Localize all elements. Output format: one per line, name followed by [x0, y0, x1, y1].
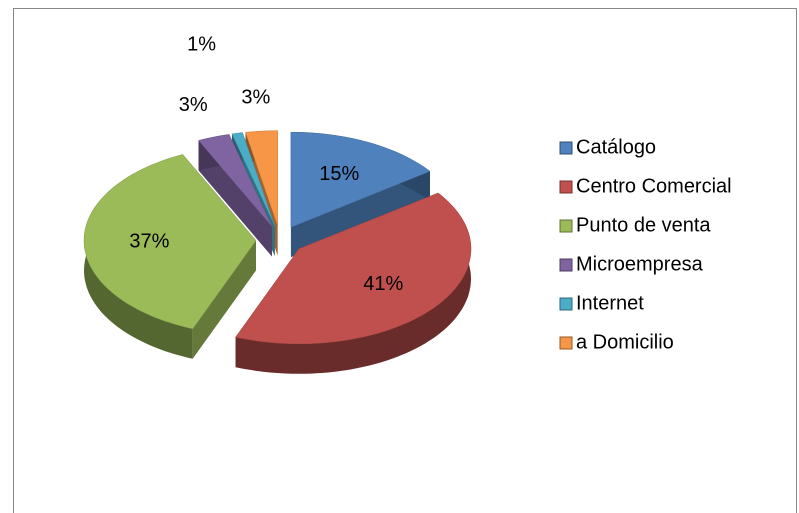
legend-swatch: [559, 180, 573, 194]
data-label: 1%: [187, 33, 216, 55]
pie-slice: [231, 132, 276, 227]
legend-swatch: [559, 141, 573, 155]
legend-label: Centro Comercial: [576, 175, 732, 197]
data-label: 37%: [129, 231, 169, 253]
data-label: 15%: [319, 163, 359, 185]
pie-slice-wall: [290, 171, 430, 258]
legend-label: Catálogo: [576, 136, 656, 158]
legend-swatch: [559, 219, 573, 233]
pie-slice-wall: [198, 140, 272, 257]
data-label: 41%: [363, 273, 403, 295]
pie-slice: [235, 192, 472, 345]
pie-slice: [290, 131, 431, 228]
legend-label: Punto de venta: [576, 214, 711, 236]
pie-slice-wall: [192, 240, 256, 359]
pie-slice: [83, 154, 257, 330]
legend-swatch: [559, 297, 573, 311]
legend-swatch: [559, 336, 573, 350]
legend-label: Microempresa: [576, 253, 704, 275]
data-label: 3%: [179, 94, 208, 116]
legend-swatch: [559, 258, 573, 272]
pie-tops: [83, 130, 472, 345]
pie-slice: [245, 130, 278, 226]
pie-slice-side: [235, 193, 471, 374]
legend-label: Internet: [576, 292, 644, 314]
pie-slice: [198, 134, 273, 227]
legend-label: a Domicilio: [576, 331, 674, 353]
data-label: 3%: [241, 86, 270, 108]
